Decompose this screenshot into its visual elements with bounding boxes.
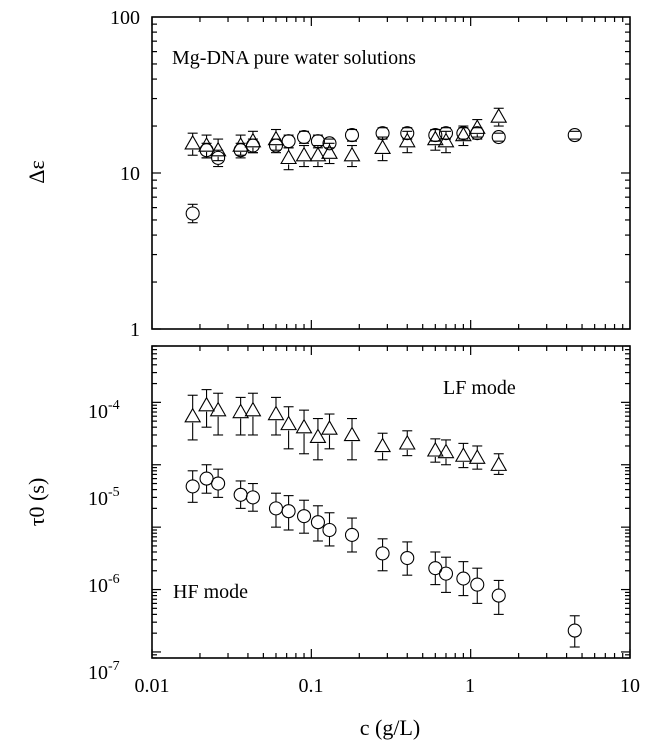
data-point-circle [438,126,454,141]
data-point-circle [567,128,582,143]
data-point-circle [428,128,443,143]
data-point-circle [322,522,337,538]
data-point-triangle [184,134,202,150]
top-ytick-label: 10 [120,163,140,185]
data-point-triangle [198,136,216,152]
data-point-circle [185,479,200,494]
data-point-circle [400,550,415,566]
data-point-circle [491,588,506,603]
series-0-circle [185,126,582,224]
data-point-triangle [426,130,444,146]
data-point-triangle [267,405,285,421]
data-point-triangle [184,407,202,423]
data-point-circle [310,134,325,149]
top-panel-annotation: Mg-DNA pure water solutions [172,47,416,69]
data-point-circle [296,509,312,524]
hf-mode-annotation: HF mode [173,581,248,603]
data-point-triangle [490,107,508,123]
xtick-label: 1 [465,675,475,697]
data-point-triangle [490,456,508,471]
data-point-triangle [454,126,472,142]
data-point-triangle [244,132,262,148]
data-point-triangle [267,130,285,146]
bottom-ytick-label: 10-5 [88,485,120,510]
data-point-triangle [426,441,444,457]
data-point-circle [567,623,582,638]
data-point-circle [199,143,214,158]
data-point-circle [400,126,415,141]
data-point-triangle [198,396,216,412]
data-point-circle [344,527,360,542]
data-point-triangle [295,418,313,434]
data-point-triangle [309,428,327,444]
data-point-circle [296,129,312,145]
bottom-y-axis-title: τ0 (s) [24,478,49,527]
data-point-triangle [232,136,250,152]
data-point-triangle [280,149,298,165]
data-point-triangle [437,443,455,459]
data-point-circle [344,128,360,143]
data-point-triangle [321,419,338,435]
data-point-triangle [244,401,262,417]
data-marks [184,107,582,648]
data-point-circle [375,546,390,561]
data-point-circle [245,138,260,153]
data-point-triangle [468,449,486,464]
data-point-circle [470,577,485,592]
data-point-triangle [374,139,392,155]
data-point-triangle [468,119,486,134]
data-point-circle [322,136,337,151]
series-0-triangle [184,107,508,171]
data-point-triangle [321,144,338,159]
top-ytick-label: 1 [130,319,140,341]
lf-mode-annotation: LF mode [443,377,516,399]
series-1-triangle [184,389,508,475]
data-point-triangle [232,403,250,419]
data-point-triangle [309,146,327,162]
bottom-ytick-label: 10-4 [88,398,120,423]
data-point-circle [310,515,325,530]
data-point-circle [438,566,454,581]
xtick-label: 0.01 [135,675,170,697]
data-point-triangle [280,415,298,431]
data-point-triangle [209,401,227,417]
data-point-triangle [209,141,227,157]
axis-ticks [151,17,631,659]
bottom-ytick-label: 10-6 [88,572,120,597]
data-point-circle [211,476,226,491]
data-point-circle [281,134,296,149]
data-point-circle [268,501,284,516]
data-point-circle [491,129,506,145]
data-point-circle [375,126,390,141]
series-1-circle [185,464,582,648]
data-point-circle [233,143,248,158]
data-point-circle [456,571,471,586]
data-point-circle [470,126,485,141]
data-point-circle [211,150,226,165]
data-point-circle [199,471,214,486]
data-point-circle [281,504,296,519]
data-point-triangle [374,437,392,453]
data-point-triangle [398,434,416,450]
xtick-label: 0.1 [299,675,324,697]
x-axis-title: c (g/L) [360,715,420,740]
data-point-triangle [398,132,416,148]
data-point-triangle [295,146,313,162]
xtick-label: 10 [620,675,640,697]
data-point-triangle [343,146,361,162]
data-point-triangle [343,426,361,442]
top-ytick-label: 100 [110,7,140,29]
data-point-circle [245,490,260,505]
data-point-circle [185,206,200,221]
top-y-axis-title: Δε [24,160,49,183]
data-point-circle [233,487,248,502]
bottom-ytick-label: 10-7 [88,659,120,684]
data-point-circle [268,138,284,153]
data-point-triangle [454,447,472,462]
bottom-panel-frame [151,345,631,659]
data-point-circle [456,126,471,141]
data-point-triangle [437,132,455,148]
